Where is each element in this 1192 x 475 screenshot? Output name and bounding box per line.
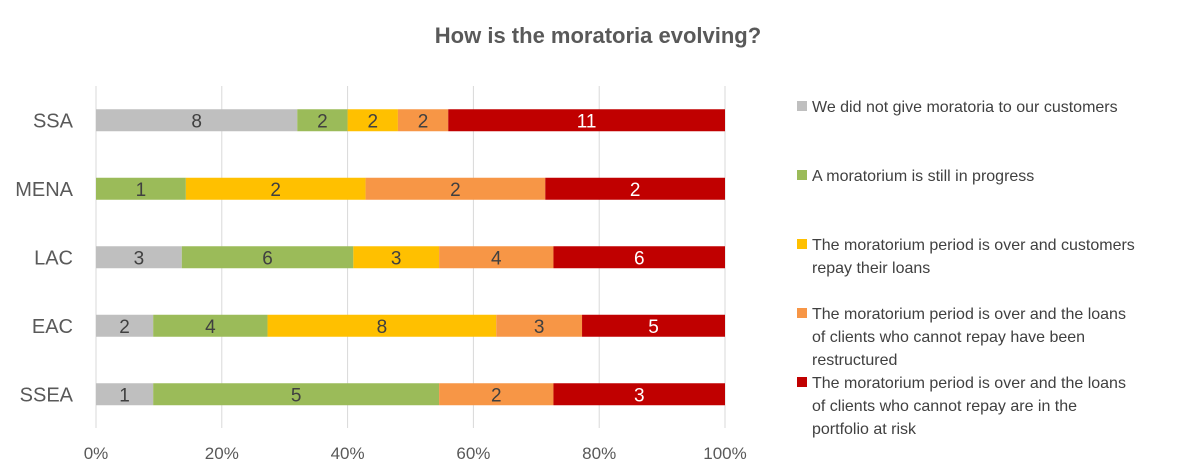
- category-label: LAC: [34, 247, 73, 269]
- category-label: MENA: [15, 179, 73, 201]
- bar-segment: [448, 109, 725, 132]
- bar-segment: [365, 177, 546, 200]
- bar-value-label: 6: [634, 248, 645, 269]
- bar-value-label: 2: [317, 111, 328, 132]
- legend-swatch: [797, 170, 807, 180]
- bar-segment: [96, 383, 154, 406]
- bar-segment: [153, 383, 440, 406]
- bar-value-label: 2: [418, 111, 429, 132]
- x-tick-label: 80%: [582, 444, 616, 463]
- bar-value-label: 2: [491, 385, 502, 406]
- bar-value-label: 4: [205, 317, 216, 338]
- chart-title: How is the moratoria evolving?: [435, 23, 761, 48]
- bar-segment: [153, 314, 268, 337]
- bar-segment: [347, 109, 398, 132]
- category-labels: SSA MENA LAC EAC SSEA: [15, 110, 73, 406]
- x-tick-label: 40%: [331, 444, 365, 463]
- bar-value-label: 3: [634, 385, 645, 406]
- bar-segment: [96, 246, 182, 269]
- bar-value-label: 1: [136, 180, 147, 201]
- bar-segment: [297, 109, 348, 132]
- legend: We did not give moratoria to our custome…: [797, 99, 1135, 438]
- category-label: SSA: [33, 110, 74, 132]
- legend-swatch: [797, 308, 807, 318]
- legend-label: A moratorium is still in progress: [812, 168, 1034, 185]
- legend-swatch: [797, 101, 807, 111]
- legend-label: of clients who cannot repay have been: [812, 329, 1085, 346]
- category-label: SSEA: [20, 384, 74, 406]
- legend-label: portfolio at risk: [812, 421, 917, 438]
- bar-value-label: 8: [191, 111, 202, 132]
- bar-segment: [96, 314, 154, 337]
- bars: 8 2 2 2 111 2 2 23 6 3 4 62 4 8 3 51 5 2 3: [96, 109, 725, 406]
- bar-value-label: 2: [270, 180, 281, 201]
- legend-label: The moratorium period is over and the lo…: [812, 306, 1126, 323]
- legend-swatch: [797, 377, 807, 387]
- bar-segment: [397, 109, 449, 132]
- x-tick-label: 0%: [84, 444, 109, 463]
- bar-value-label: 11: [577, 111, 597, 132]
- legend-label: We did not give moratoria to our custome…: [812, 99, 1118, 116]
- bar-segment: [553, 246, 725, 269]
- bar-segment: [267, 314, 497, 337]
- bar-segment: [96, 177, 186, 200]
- bar-segment: [185, 177, 366, 200]
- legend-label: repay their loans: [812, 260, 930, 277]
- bar-value-label: 3: [534, 317, 545, 338]
- x-tick-label: 20%: [205, 444, 239, 463]
- legend-label: The moratorium period is over and custom…: [812, 237, 1135, 254]
- bar-segment: [181, 246, 354, 269]
- bar-value-label: 3: [391, 248, 402, 269]
- legend-label: of clients who cannot repay are in the: [812, 398, 1077, 415]
- bar-value-label: 6: [262, 248, 273, 269]
- bar-segment: [96, 109, 298, 132]
- bar-segment: [582, 314, 725, 337]
- bar-segment: [439, 383, 554, 406]
- bar-value-label: 1: [119, 385, 130, 406]
- bar-value-label: 2: [450, 180, 461, 201]
- bar-segment: [545, 177, 725, 200]
- x-tick-label: 60%: [456, 444, 490, 463]
- x-axis-tick-labels: 0% 20% 40% 60% 80% 100%: [84, 444, 747, 463]
- bar-segment: [496, 314, 583, 337]
- legend-swatch: [797, 239, 807, 249]
- bar-segment: [353, 246, 440, 269]
- legend-label: restructured: [812, 352, 897, 369]
- bar-value-label: 2: [119, 317, 130, 338]
- bar-value-label: 3: [134, 248, 145, 269]
- bar-value-label: 4: [491, 248, 502, 269]
- bar-segment: [553, 383, 725, 406]
- bar-segment: [439, 246, 554, 269]
- bar-value-label: 2: [367, 111, 378, 132]
- bar-value-label: 5: [291, 385, 302, 406]
- category-label: EAC: [32, 316, 73, 338]
- x-tick-label: 100%: [703, 444, 746, 463]
- bar-value-label: 8: [377, 317, 388, 338]
- bar-value-label: 2: [630, 180, 641, 201]
- bar-value-label: 5: [648, 317, 659, 338]
- legend-label: The moratorium period is over and the lo…: [812, 375, 1126, 392]
